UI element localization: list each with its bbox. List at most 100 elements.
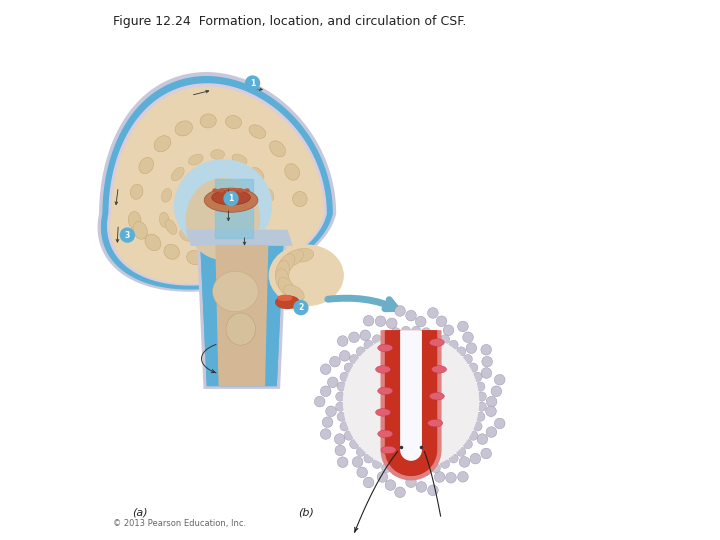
Circle shape (416, 482, 427, 492)
Ellipse shape (225, 116, 241, 129)
Circle shape (469, 431, 478, 440)
Ellipse shape (236, 251, 253, 264)
Circle shape (340, 422, 349, 431)
Circle shape (364, 340, 373, 349)
Circle shape (463, 354, 472, 364)
Circle shape (338, 336, 348, 346)
Circle shape (320, 364, 331, 375)
Ellipse shape (226, 313, 256, 345)
Circle shape (323, 417, 333, 428)
Circle shape (495, 418, 505, 429)
Polygon shape (198, 246, 286, 388)
Text: 1: 1 (228, 194, 234, 203)
Ellipse shape (381, 446, 396, 454)
Ellipse shape (145, 234, 161, 251)
Circle shape (392, 466, 400, 476)
Circle shape (357, 467, 367, 478)
Polygon shape (401, 331, 421, 460)
Circle shape (431, 463, 441, 472)
Circle shape (382, 330, 391, 340)
Ellipse shape (259, 243, 275, 258)
Ellipse shape (428, 420, 443, 427)
Circle shape (385, 480, 396, 490)
Polygon shape (175, 160, 271, 251)
Ellipse shape (161, 188, 171, 202)
Ellipse shape (376, 409, 391, 416)
Ellipse shape (378, 387, 393, 395)
Circle shape (375, 316, 386, 327)
Circle shape (469, 363, 478, 372)
Circle shape (350, 354, 359, 364)
Circle shape (477, 402, 487, 411)
Circle shape (392, 328, 400, 337)
Circle shape (441, 459, 450, 469)
Ellipse shape (212, 188, 217, 193)
Circle shape (482, 356, 492, 367)
Circle shape (476, 382, 485, 391)
Circle shape (449, 454, 458, 463)
Circle shape (372, 335, 382, 344)
Circle shape (364, 477, 374, 488)
Circle shape (456, 447, 466, 456)
Circle shape (340, 372, 349, 381)
Circle shape (458, 471, 468, 482)
Circle shape (434, 471, 445, 482)
Ellipse shape (275, 295, 300, 309)
Polygon shape (381, 331, 441, 480)
Circle shape (377, 471, 388, 482)
Circle shape (315, 396, 325, 407)
Ellipse shape (139, 158, 153, 174)
Circle shape (401, 326, 410, 335)
Ellipse shape (128, 212, 141, 228)
Circle shape (350, 440, 359, 449)
Text: (a): (a) (132, 507, 148, 517)
Circle shape (395, 306, 405, 316)
Ellipse shape (292, 192, 307, 206)
Ellipse shape (245, 188, 250, 193)
Circle shape (470, 453, 481, 464)
Circle shape (336, 402, 345, 411)
Circle shape (463, 440, 472, 449)
Ellipse shape (179, 230, 192, 241)
Ellipse shape (429, 393, 444, 400)
Polygon shape (216, 246, 268, 386)
Circle shape (344, 363, 354, 372)
Circle shape (411, 326, 420, 335)
Polygon shape (108, 84, 326, 285)
Polygon shape (201, 246, 283, 386)
Ellipse shape (284, 164, 300, 180)
Circle shape (320, 386, 331, 396)
Circle shape (491, 386, 502, 396)
Polygon shape (98, 73, 336, 291)
Polygon shape (385, 331, 436, 475)
Circle shape (481, 368, 492, 379)
Circle shape (444, 325, 454, 335)
Ellipse shape (376, 366, 391, 373)
Circle shape (364, 454, 373, 463)
Ellipse shape (283, 250, 304, 266)
Text: (b): (b) (298, 507, 314, 517)
Ellipse shape (130, 184, 143, 199)
Circle shape (473, 422, 482, 431)
Ellipse shape (276, 260, 289, 283)
Ellipse shape (133, 221, 148, 239)
Ellipse shape (154, 136, 171, 152)
Circle shape (224, 192, 238, 206)
Circle shape (421, 328, 431, 337)
Circle shape (325, 406, 336, 417)
Circle shape (441, 335, 450, 344)
Ellipse shape (251, 167, 264, 181)
Circle shape (415, 316, 426, 327)
Ellipse shape (238, 188, 243, 193)
Ellipse shape (232, 188, 237, 193)
Circle shape (246, 76, 259, 90)
Circle shape (364, 315, 374, 326)
Ellipse shape (292, 248, 314, 262)
Ellipse shape (378, 344, 393, 352)
Ellipse shape (249, 125, 266, 138)
Circle shape (337, 412, 346, 421)
Ellipse shape (277, 295, 292, 301)
Circle shape (481, 448, 492, 459)
Circle shape (428, 485, 438, 496)
Ellipse shape (276, 269, 289, 291)
